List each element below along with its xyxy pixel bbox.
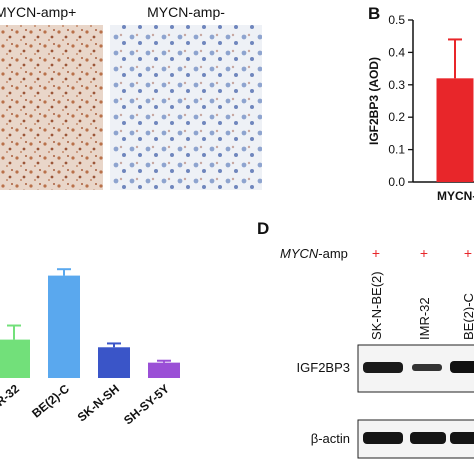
lane-label: BE(2)-C: [461, 293, 474, 340]
y-tick-label: 0.3: [388, 78, 405, 92]
x-tick-label: SH-SY-5Y: [121, 382, 172, 428]
lane-label: IMR-32: [417, 297, 432, 340]
lane-label: SK-N-BE(2): [369, 271, 384, 340]
image-label: MYCN-amp+: [0, 4, 76, 20]
x-tick-label: IMR-32: [0, 381, 22, 417]
y-tick-label: 0.4: [388, 45, 405, 59]
ihc-image: [110, 25, 262, 190]
y-tick-label: 0.2: [388, 110, 405, 124]
panel-label: B: [368, 4, 380, 23]
lane-sign: +: [464, 245, 472, 261]
row-label: β-actin: [311, 431, 350, 446]
row-label: IGF2BP3: [297, 360, 350, 375]
y-tick-label: 0.0: [388, 175, 405, 189]
panel-label: D: [257, 219, 269, 238]
lane-sign: +: [372, 245, 380, 261]
western-blot: MYCN-amp IGF2BP3 β-actin + SK-N-BE(2) + IMR…: [280, 245, 474, 459]
y-tick-label: 0.5: [388, 13, 405, 27]
bar: [0, 339, 30, 378]
bar: [98, 347, 130, 378]
band: [363, 362, 403, 373]
y-axis-label: IGF2BP3 (AOD): [367, 57, 381, 145]
lane-sign: +: [420, 245, 428, 261]
x-tick-label: BE(2)-C: [29, 381, 72, 420]
band: [363, 432, 403, 444]
bar: [436, 78, 474, 182]
bar: [48, 275, 80, 378]
band: [450, 432, 474, 444]
x-tick-label: SK-N-SH: [75, 382, 122, 425]
condition-label: MYCN-amp: [280, 246, 348, 261]
ihc-image: [0, 25, 103, 190]
band: [450, 361, 474, 373]
condition-italic: MYCN: [280, 246, 319, 261]
image-label: MYCN-amp-: [147, 4, 225, 20]
x-tick-label: MYCN-amp+: [437, 189, 474, 203]
y-tick-label: 0.1: [388, 143, 405, 157]
band: [410, 432, 446, 444]
bar: [148, 362, 180, 378]
band: [412, 364, 442, 371]
condition-rest: -amp: [318, 246, 348, 261]
